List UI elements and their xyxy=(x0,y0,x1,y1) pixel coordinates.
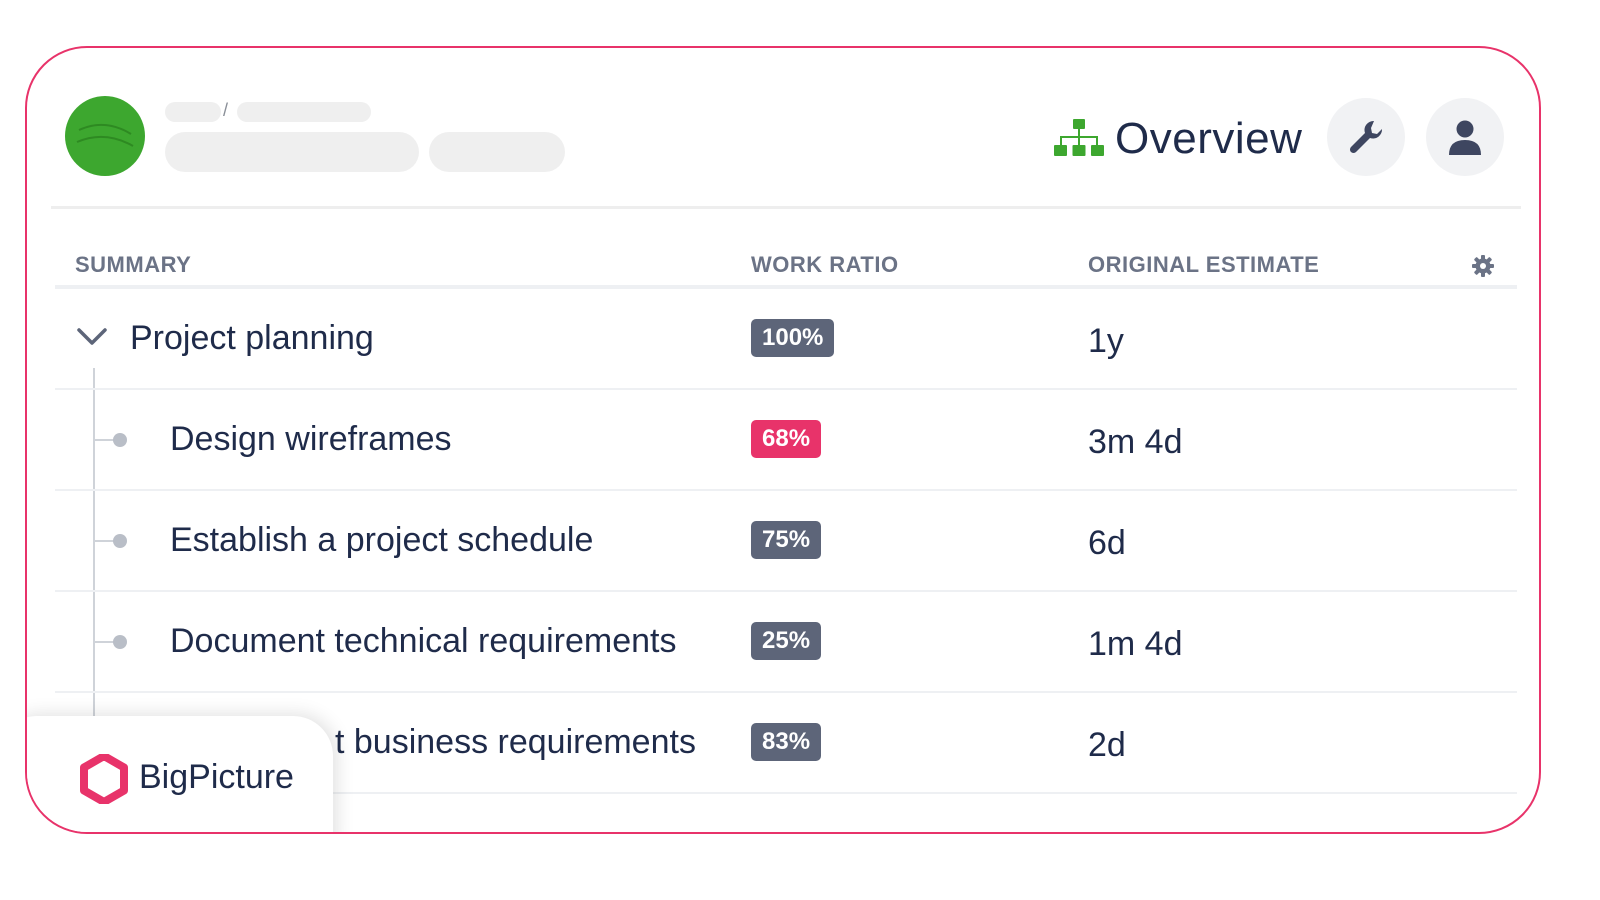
view-title-label: Overview xyxy=(1115,114,1303,163)
row-divider xyxy=(55,388,1517,390)
table-row[interactable]: Establish a project schedule 75% 6d xyxy=(55,491,1517,592)
tree-node-dot xyxy=(113,433,127,447)
breadcrumb-placeholder-2[interactable] xyxy=(237,102,371,122)
work-ratio-badge: 75% xyxy=(751,521,822,559)
wrench-icon xyxy=(1349,120,1383,154)
table-row[interactable]: t business requirements 83% 2d xyxy=(55,693,1517,794)
tree-connector xyxy=(93,368,95,768)
work-ratio-badge: 68% xyxy=(751,420,822,458)
row-summary[interactable]: Establish a project schedule xyxy=(170,521,594,559)
brand-name: BigPicture xyxy=(139,758,294,796)
row-summary[interactable]: t business requirements xyxy=(335,723,696,761)
row-divider xyxy=(55,489,1517,491)
gear-icon[interactable] xyxy=(1471,254,1495,278)
original-estimate-value: 1m 4d xyxy=(1088,625,1183,663)
row-summary[interactable]: Design wireframes xyxy=(170,420,452,458)
work-ratio-badge: 83% xyxy=(751,723,822,761)
breadcrumb-separator: / xyxy=(223,100,229,120)
bigpicture-logo-icon xyxy=(80,754,128,804)
project-title-placeholder xyxy=(165,132,419,172)
row-divider xyxy=(55,691,1517,693)
tree-node-dot xyxy=(113,635,127,649)
view-title[interactable]: Overview xyxy=(1053,114,1302,164)
project-avatar[interactable] xyxy=(65,96,145,176)
row-summary[interactable]: Project planning xyxy=(130,319,374,357)
original-estimate-value: 1y xyxy=(1088,322,1124,360)
tree-branch xyxy=(93,641,115,643)
column-header-work-ratio[interactable]: WORK RATIO xyxy=(751,252,899,277)
user-icon xyxy=(1449,120,1481,155)
chevron-down-icon[interactable] xyxy=(75,321,109,351)
original-estimate-value: 3m 4d xyxy=(1088,423,1183,461)
tree-branch xyxy=(93,540,115,542)
original-estimate-value: 2d xyxy=(1088,726,1126,764)
original-estimate-value: 6d xyxy=(1088,524,1126,562)
hierarchy-icon xyxy=(1054,119,1104,156)
user-profile-button[interactable] xyxy=(1426,98,1504,176)
breadcrumb-placeholder-1[interactable] xyxy=(165,102,221,122)
header-divider xyxy=(51,206,1521,209)
tree-node-dot xyxy=(113,534,127,548)
app-frame: / Overview SUMMARY WORK RATIO ORIGINAL xyxy=(25,46,1541,834)
settings-button[interactable] xyxy=(1327,98,1405,176)
project-logo-icon xyxy=(76,123,134,147)
table-row[interactable]: Project planning 100% 1y xyxy=(55,289,1517,390)
brand-card: BigPicture xyxy=(27,716,333,832)
work-ratio-badge: 25% xyxy=(751,622,822,660)
table-header-divider xyxy=(55,285,1517,289)
work-ratio-badge: 100% xyxy=(751,319,835,357)
row-summary[interactable]: Document technical requirements xyxy=(170,622,677,660)
row-divider xyxy=(55,792,1517,794)
row-divider xyxy=(55,590,1517,592)
column-header-summary[interactable]: SUMMARY xyxy=(75,252,192,277)
tree-branch xyxy=(93,439,115,441)
column-header-original-estimate[interactable]: ORIGINAL ESTIMATE xyxy=(1088,252,1320,277)
table-row[interactable]: Document technical requirements 25% 1m 4… xyxy=(55,592,1517,693)
table-row[interactable]: Design wireframes 68% 3m 4d xyxy=(55,390,1517,491)
project-tag-placeholder xyxy=(429,132,565,172)
